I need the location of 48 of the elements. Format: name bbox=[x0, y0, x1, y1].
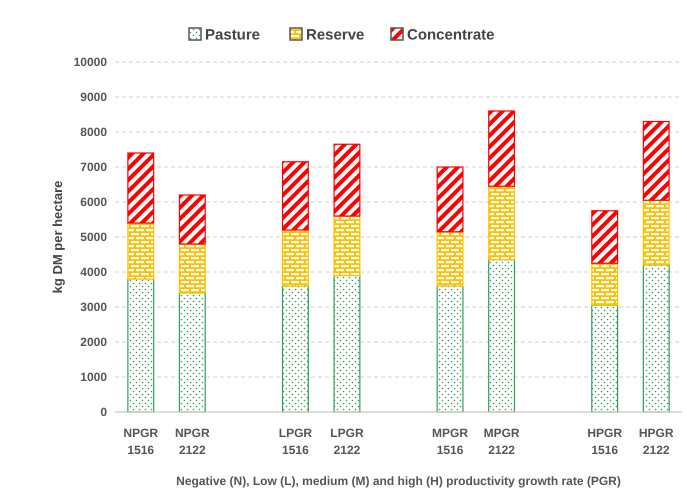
y-tick-label: 3000 bbox=[80, 300, 108, 314]
bar bbox=[591, 262, 618, 306]
bar bbox=[642, 120, 670, 201]
y-tick-label: 1000 bbox=[80, 370, 108, 384]
bar bbox=[333, 215, 360, 276]
y-tick-label: 5000 bbox=[80, 230, 108, 244]
bar bbox=[591, 304, 618, 413]
x-axis-title: Negative (N), Low (L), medium (M) and high (H) productivity growth rate (PGR) bbox=[176, 474, 621, 488]
y-tick-label: 10000 bbox=[74, 55, 108, 70]
bar bbox=[127, 152, 154, 224]
x-tick-label: NPGR 1516 bbox=[123, 426, 158, 457]
bar bbox=[642, 264, 670, 413]
bar bbox=[488, 186, 516, 260]
legend-label: Concentrate bbox=[407, 26, 495, 44]
bar bbox=[127, 278, 154, 413]
bar bbox=[436, 166, 464, 232]
y-tick-label: 0 bbox=[100, 405, 108, 420]
y-tick-label: 8000 bbox=[80, 125, 108, 140]
y-tick-label: 9000 bbox=[80, 90, 108, 104]
y-tick-label: 6000 bbox=[80, 195, 108, 210]
bar bbox=[282, 229, 309, 287]
bar bbox=[333, 144, 360, 217]
x-tick-label: HPGR 2122 bbox=[638, 426, 674, 457]
bar bbox=[488, 110, 516, 187]
bar bbox=[642, 200, 670, 266]
x-tick-label: NPGR 2122 bbox=[174, 426, 210, 457]
bar bbox=[591, 210, 618, 264]
y-tick-label: 4000 bbox=[80, 265, 108, 280]
bar bbox=[178, 243, 206, 294]
bar bbox=[333, 274, 360, 413]
bar bbox=[282, 285, 309, 413]
y-tick-label: 2000 bbox=[80, 335, 108, 350]
x-tick-label: HPGR 1516 bbox=[587, 426, 622, 457]
bar bbox=[436, 231, 464, 287]
legend-label: Pasture bbox=[205, 26, 260, 44]
x-tick-label: LPGR 2122 bbox=[330, 426, 364, 457]
legend-label: Reserve bbox=[306, 26, 364, 44]
bar bbox=[178, 292, 206, 413]
x-tick-label: MPGR 2122 bbox=[484, 426, 520, 457]
y-tick-label: 7000 bbox=[80, 160, 108, 174]
bar bbox=[178, 194, 206, 245]
bar bbox=[282, 161, 309, 231]
y-axis-title: kg DM per hectare bbox=[50, 180, 65, 294]
bar bbox=[488, 259, 516, 413]
bar bbox=[436, 285, 464, 413]
x-tick-label: LPGR 1516 bbox=[278, 426, 312, 457]
bar bbox=[127, 222, 154, 280]
x-tick-label: MPGR 1516 bbox=[432, 426, 468, 457]
